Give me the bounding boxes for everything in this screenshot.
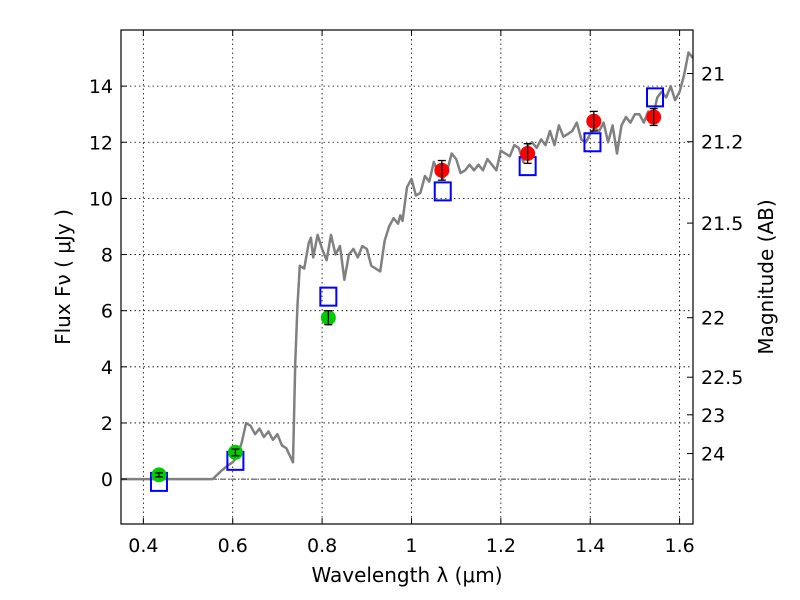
y-tick-label: 8 <box>101 245 113 267</box>
plot-area <box>121 51 693 481</box>
model-photometry-point <box>583 132 602 153</box>
plot-frame <box>120 29 694 525</box>
x-tick-label: 0.6 <box>218 535 248 557</box>
grid <box>121 30 693 524</box>
model-spectrum-line <box>121 51 693 481</box>
y-tick-label: 2 <box>101 413 113 435</box>
right-y-axis-label: Magnitude (AB) <box>754 199 778 354</box>
right-y-tick-label: 21 <box>701 64 725 86</box>
y-axis-label: Flux Fν ( μJy ) <box>51 209 75 345</box>
model-photometry-point <box>319 286 338 307</box>
data-marks <box>149 87 665 492</box>
x-tick-label: 1.4 <box>575 535 605 557</box>
y-tick-label: 10 <box>89 188 113 210</box>
right-y-tick-label: 22 <box>701 308 725 330</box>
x-tick-label: 1.6 <box>664 535 694 557</box>
x-tick-label: 1.2 <box>486 535 516 557</box>
y-tick-label: 12 <box>89 132 113 154</box>
x-tick-label: 0.8 <box>307 535 337 557</box>
y-tick-label: 4 <box>101 357 113 379</box>
y-tick-label: 14 <box>89 76 113 98</box>
y-tick-label: 0 <box>101 469 113 491</box>
model-photometry-point <box>646 87 665 108</box>
right-y-tick-label: 21.5 <box>701 213 743 235</box>
x-tick-label: 0.4 <box>128 535 158 557</box>
right-y-tick-label: 22.5 <box>701 367 743 389</box>
model-photometry-point <box>433 181 452 202</box>
right-y-tick-label: 23 <box>701 405 725 427</box>
axis-ticks: 0.4 0.6 0.8 1 1.2 1.4 1.6024681012142121.221.5… <box>89 30 743 557</box>
right-y-tick-label: 21.2 <box>701 132 743 154</box>
x-axis-label: Wavelength λ (μm) <box>311 563 502 587</box>
right-y-tick-label: 24 <box>701 444 725 466</box>
x-tick-label: 1 <box>405 535 417 557</box>
y-tick-label: 6 <box>101 301 113 323</box>
